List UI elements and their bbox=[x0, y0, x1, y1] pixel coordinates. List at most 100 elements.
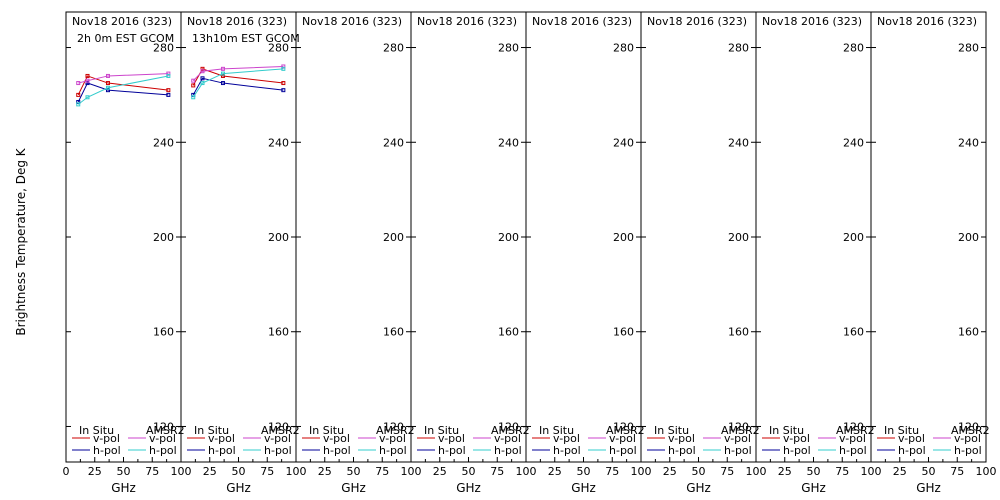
y-tick-label: 240 bbox=[498, 136, 519, 149]
x-tick-label: 100 bbox=[861, 465, 882, 478]
data-point bbox=[220, 71, 225, 76]
x-tick-label: 75 bbox=[950, 465, 964, 478]
series-line-2 bbox=[192, 77, 284, 96]
x-axis-label: GHz bbox=[686, 481, 711, 495]
y-tick-label: 160 bbox=[843, 326, 864, 339]
y-tick-label: 280 bbox=[268, 42, 289, 55]
data-point bbox=[105, 81, 110, 86]
legend-insitu-hpol-label: h-pol bbox=[898, 444, 926, 457]
x-tick-label: 50 bbox=[692, 465, 706, 478]
y-tick-label: 120 bbox=[383, 420, 404, 433]
x-axis-label: GHz bbox=[226, 481, 251, 495]
legend-amsr2-hpol-label: h-pol bbox=[264, 444, 292, 457]
y-tick-label: 240 bbox=[268, 136, 289, 149]
data-point bbox=[105, 85, 110, 90]
x-tick-label: 50 bbox=[922, 465, 936, 478]
legend-insitu-vpol-label: v-pol bbox=[438, 432, 465, 445]
legend-amsr2-vpol-label: v-pol bbox=[379, 432, 406, 445]
data-point bbox=[85, 95, 90, 100]
panel-title: Nov18 2016 (323) bbox=[187, 15, 287, 28]
legend-amsr2-hpol-label: h-pol bbox=[149, 444, 177, 457]
panel-title: Nov18 2016 (323) bbox=[302, 15, 402, 28]
y-tick-label: 200 bbox=[153, 231, 174, 244]
y-tick-label: 240 bbox=[728, 136, 749, 149]
data-point bbox=[76, 81, 81, 86]
panel-title: Nov18 2016 (323) bbox=[417, 15, 517, 28]
legend-header-insitu: In Situ bbox=[769, 424, 804, 437]
x-tick-label: 100 bbox=[286, 465, 307, 478]
data-point bbox=[281, 81, 286, 86]
y-tick-label: 200 bbox=[728, 231, 749, 244]
legend-insitu-hpol-label: h-pol bbox=[668, 444, 696, 457]
panel-8: Nov18 2016 (323) 120 160 200 240 280 25 50 75 100… bbox=[870, 11, 997, 495]
legend-amsr2-hpol-label: h-pol bbox=[379, 444, 407, 457]
x-tick-label: 25 bbox=[88, 465, 102, 478]
y-tick-label: 160 bbox=[498, 326, 519, 339]
legend-header-amsr2: AMSR2 bbox=[491, 424, 530, 437]
legend-header-amsr2: AMSR2 bbox=[146, 424, 185, 437]
data-point bbox=[76, 102, 81, 107]
y-tick-label: 160 bbox=[383, 326, 404, 339]
data-point bbox=[191, 83, 196, 88]
x-tick-label: 75 bbox=[375, 465, 389, 478]
data-point bbox=[191, 95, 196, 100]
panel-title: Nov18 2016 (323) bbox=[647, 15, 747, 28]
legend-amsr2-vpol-label: v-pol bbox=[954, 432, 981, 445]
data-point bbox=[76, 100, 81, 104]
y-tick-label: 240 bbox=[613, 136, 634, 149]
y-tick-label: 280 bbox=[613, 42, 634, 55]
x-axis-label: GHz bbox=[111, 481, 136, 495]
x-axis-label: GHz bbox=[571, 481, 596, 495]
y-tick-label: 160 bbox=[613, 326, 634, 339]
y-tick-label: 120 bbox=[268, 420, 289, 433]
data-point bbox=[200, 81, 205, 86]
legend-insitu-vpol-label: v-pol bbox=[208, 432, 235, 445]
x-tick-label: 100 bbox=[516, 465, 537, 478]
x-tick-label: 50 bbox=[577, 465, 591, 478]
data-point bbox=[281, 66, 286, 71]
x-tick-label: 25 bbox=[203, 465, 217, 478]
series-line-4 bbox=[77, 75, 169, 105]
x-tick-label: 100 bbox=[401, 465, 422, 478]
x-tick-label: 100 bbox=[976, 465, 997, 478]
data-point bbox=[85, 78, 90, 83]
panels: Nov18 2016 (323) 2h 0m EST GCOM 120 160 200 2… bbox=[63, 11, 997, 495]
legend-header-amsr2: AMSR2 bbox=[721, 424, 760, 437]
legend-insitu-hpol-label: h-pol bbox=[783, 444, 811, 457]
data-point bbox=[200, 76, 205, 81]
panel-title: Nov18 2016 (323) bbox=[877, 15, 977, 28]
y-tick-label: 240 bbox=[383, 136, 404, 149]
x-tick-label: 75 bbox=[260, 465, 274, 478]
y-tick-label: 120 bbox=[613, 420, 634, 433]
series-line-3 bbox=[78, 73, 169, 84]
data-point bbox=[166, 71, 171, 76]
y-tick-label: 240 bbox=[153, 136, 174, 149]
legend-insitu-vpol-label: v-pol bbox=[668, 432, 695, 445]
data-point bbox=[220, 66, 225, 71]
y-tick-label: 200 bbox=[613, 231, 634, 244]
y-tick-label: 200 bbox=[958, 231, 979, 244]
x-tick-label: 25 bbox=[778, 465, 792, 478]
x-tick-label: 25 bbox=[433, 465, 447, 478]
y-tick-label: 200 bbox=[498, 231, 519, 244]
legend-header-insitu: In Situ bbox=[424, 424, 459, 437]
series-line-1 bbox=[77, 75, 169, 96]
data-point bbox=[281, 88, 286, 93]
legend-amsr2-hpol-label: h-pol bbox=[839, 444, 867, 457]
x-axis-label: GHz bbox=[916, 481, 941, 495]
legend-amsr2-vpol-label: v-pol bbox=[609, 432, 636, 445]
data-point bbox=[105, 73, 110, 78]
y-tick-label: 200 bbox=[268, 231, 289, 244]
series-line-2 bbox=[77, 82, 169, 103]
legend-insitu-hpol-label: h-pol bbox=[208, 444, 236, 457]
legend-amsr2-vpol-label: v-pol bbox=[724, 432, 751, 445]
legend-header-insitu: In Situ bbox=[309, 424, 344, 437]
y-tick-label: 200 bbox=[383, 231, 404, 244]
legend-amsr2-vpol-label: v-pol bbox=[839, 432, 866, 445]
y-tick-label: 160 bbox=[728, 326, 749, 339]
y-tick-label: 240 bbox=[958, 136, 979, 149]
legend-header-amsr2: AMSR2 bbox=[951, 424, 990, 437]
y-tick-label: 280 bbox=[728, 42, 749, 55]
y-tick-label: 280 bbox=[153, 42, 174, 55]
legend-header-amsr2: AMSR2 bbox=[376, 424, 415, 437]
